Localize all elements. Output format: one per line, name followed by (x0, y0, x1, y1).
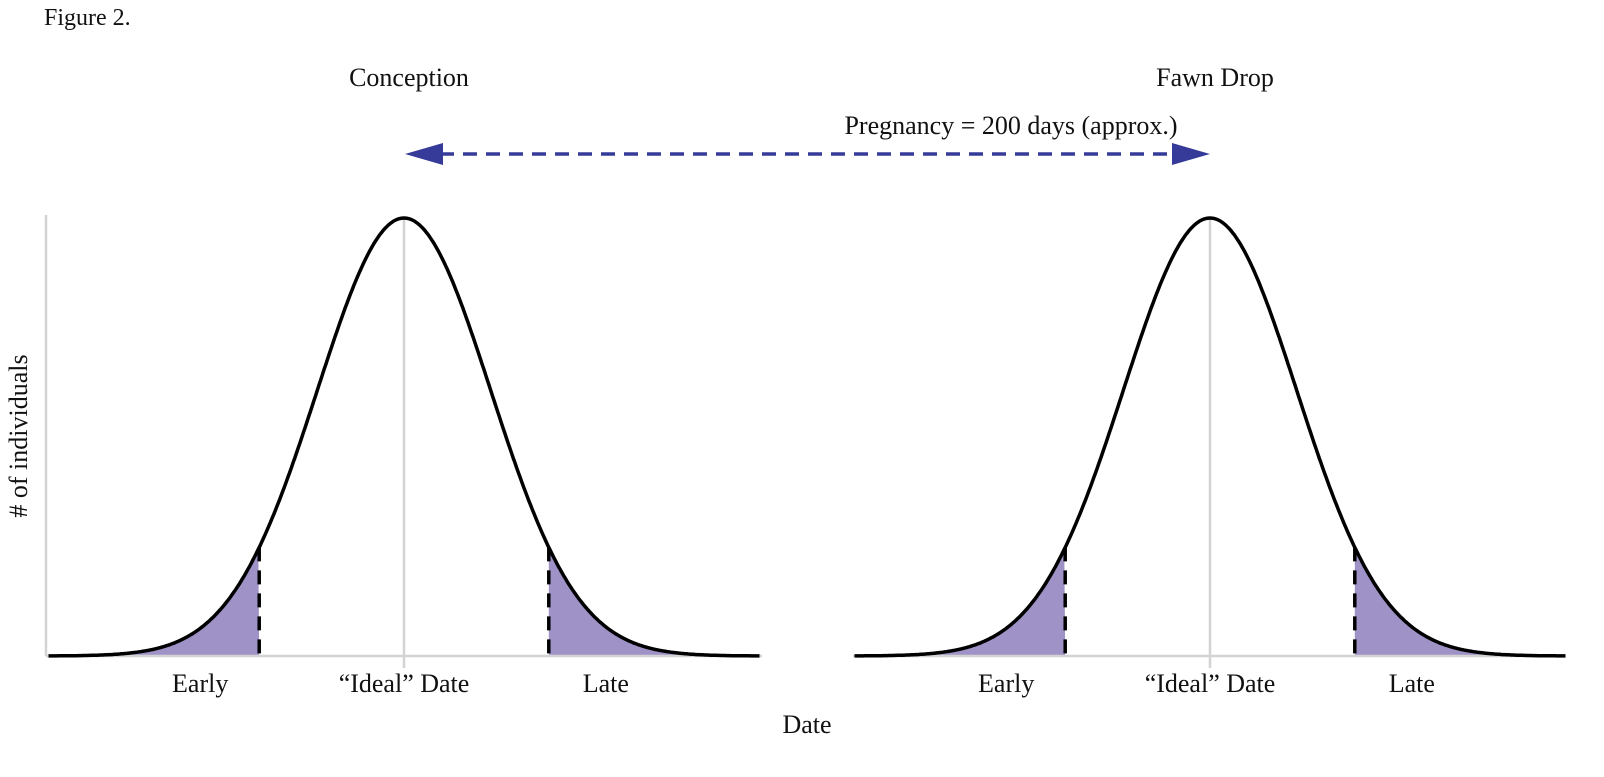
tick-label: Early (978, 669, 1034, 698)
late-shaded-area (548, 547, 760, 656)
panel-title: Fawn Drop (1156, 63, 1274, 92)
arrow-head-right (1172, 143, 1210, 165)
panel-title: Conception (349, 63, 469, 92)
panel-2: Fawn Drop Early “Ideal” Date Late (853, 63, 1566, 698)
pregnancy-label: Pregnancy = 200 days (approx.) (844, 111, 1177, 140)
x-axis-label: Date (782, 710, 831, 739)
early-shaded-area (48, 549, 260, 656)
late-shaded-area (1354, 547, 1566, 656)
distribution-curve (854, 216, 1566, 658)
y-axis-label: # of individuals (4, 354, 33, 517)
distribution-curve (48, 216, 760, 658)
tick-label: Late (1389, 669, 1435, 698)
tick-label: Early (172, 669, 228, 698)
tick-label: “Ideal” Date (339, 669, 470, 698)
panel-1: Conception Early “Ideal” Date Late (44, 63, 762, 698)
early-shaded-area (854, 549, 1066, 656)
tick-label: “Ideal” Date (1145, 669, 1276, 698)
pregnancy-arrow (405, 143, 1210, 165)
tick-label: Late (583, 669, 629, 698)
figure-label: Figure 2. (44, 5, 131, 31)
arrow-head-left (405, 143, 443, 165)
